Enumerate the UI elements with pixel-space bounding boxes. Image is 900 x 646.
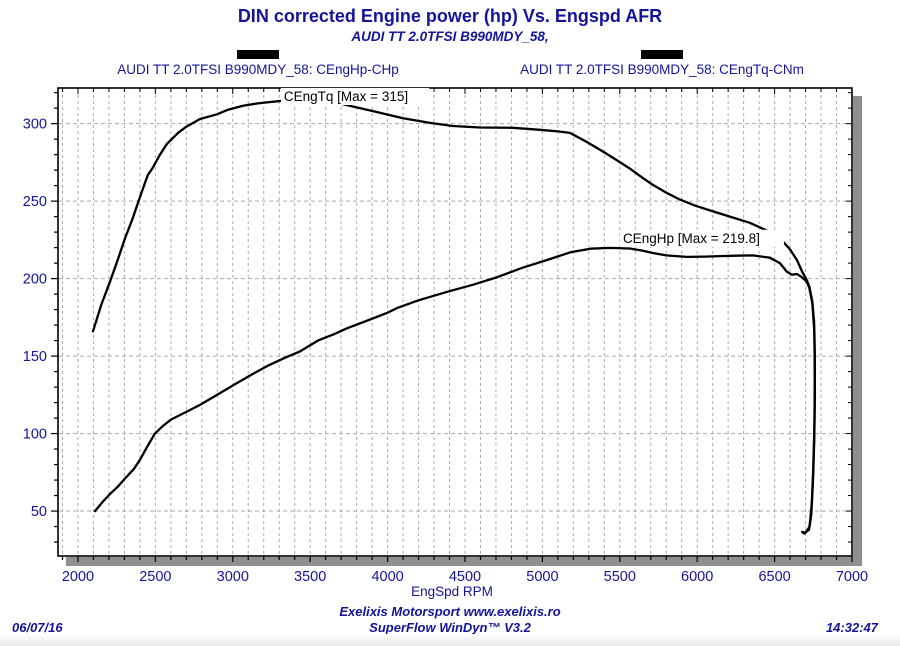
curve-CEngHp-CHp bbox=[93, 246, 816, 534]
x-tick-label: 4000 bbox=[371, 569, 403, 585]
y-tick-label: 50 bbox=[31, 504, 47, 520]
y-tick-label: 200 bbox=[23, 272, 47, 288]
x-tick-label: 3000 bbox=[217, 569, 249, 585]
page-title: DIN corrected Engine power (hp) Vs. Engs… bbox=[237, 6, 663, 26]
legend-cengtq-swatch bbox=[641, 50, 683, 59]
footer-date: 06/07/16 bbox=[12, 620, 63, 635]
x-tick-label: 2500 bbox=[139, 569, 171, 585]
footer-software: SuperFlow WinDyn™ V3.2 bbox=[369, 620, 531, 635]
annotation-backing bbox=[619, 229, 784, 247]
x-tick-label: 5000 bbox=[526, 569, 558, 585]
legend-cenghp-swatch bbox=[237, 50, 279, 59]
x-tick-label: 3500 bbox=[294, 569, 326, 585]
legend-cengtq: AUDI TT 2.0TFSI B990MDY_58: CEngTq-CNm bbox=[462, 50, 862, 77]
legend-cenghp: AUDI TT 2.0TFSI B990MDY_58: CEngHp-CHp bbox=[58, 50, 458, 77]
x-tick-label: 2000 bbox=[62, 569, 94, 585]
frame-shadow-bottom bbox=[66, 557, 862, 566]
y-tick-label: 250 bbox=[23, 194, 47, 210]
x-tick-label: 6000 bbox=[681, 569, 713, 585]
annotation-label: CEngHp [Max = 219.8] bbox=[623, 231, 760, 246]
x-tick-label: 6500 bbox=[758, 569, 790, 585]
annotation-backing bbox=[280, 88, 430, 105]
y-tick-label: 100 bbox=[23, 427, 47, 443]
footer-credit: Exelixis Motorsport www.exelixis.ro bbox=[339, 604, 561, 619]
plot-frame bbox=[57, 87, 853, 557]
x-tick-label: 5500 bbox=[604, 569, 636, 585]
legend-cenghp-label: AUDI TT 2.0TFSI B990MDY_58: CEngHp-CHp bbox=[117, 62, 399, 77]
y-tick-label: 300 bbox=[23, 117, 47, 133]
y-tick-label: 150 bbox=[23, 349, 47, 365]
x-tick-label: 4500 bbox=[449, 569, 481, 585]
x-axis-title: EngSpd RPM bbox=[411, 584, 493, 599]
plot-background bbox=[58, 88, 852, 556]
footer-time: 14:32:47 bbox=[825, 620, 878, 635]
annotation-label: CEngTq [Max = 315] bbox=[284, 89, 408, 104]
legend-cengtq-label: AUDI TT 2.0TFSI B990MDY_58: CEngTq-CNm bbox=[520, 62, 804, 77]
page-subtitle: AUDI TT 2.0TFSI B990MDY_58, bbox=[351, 29, 549, 44]
window-edge-shading bbox=[0, 634, 900, 646]
frame-shadow-right bbox=[853, 96, 862, 565]
x-tick-label: 7000 bbox=[836, 569, 868, 585]
